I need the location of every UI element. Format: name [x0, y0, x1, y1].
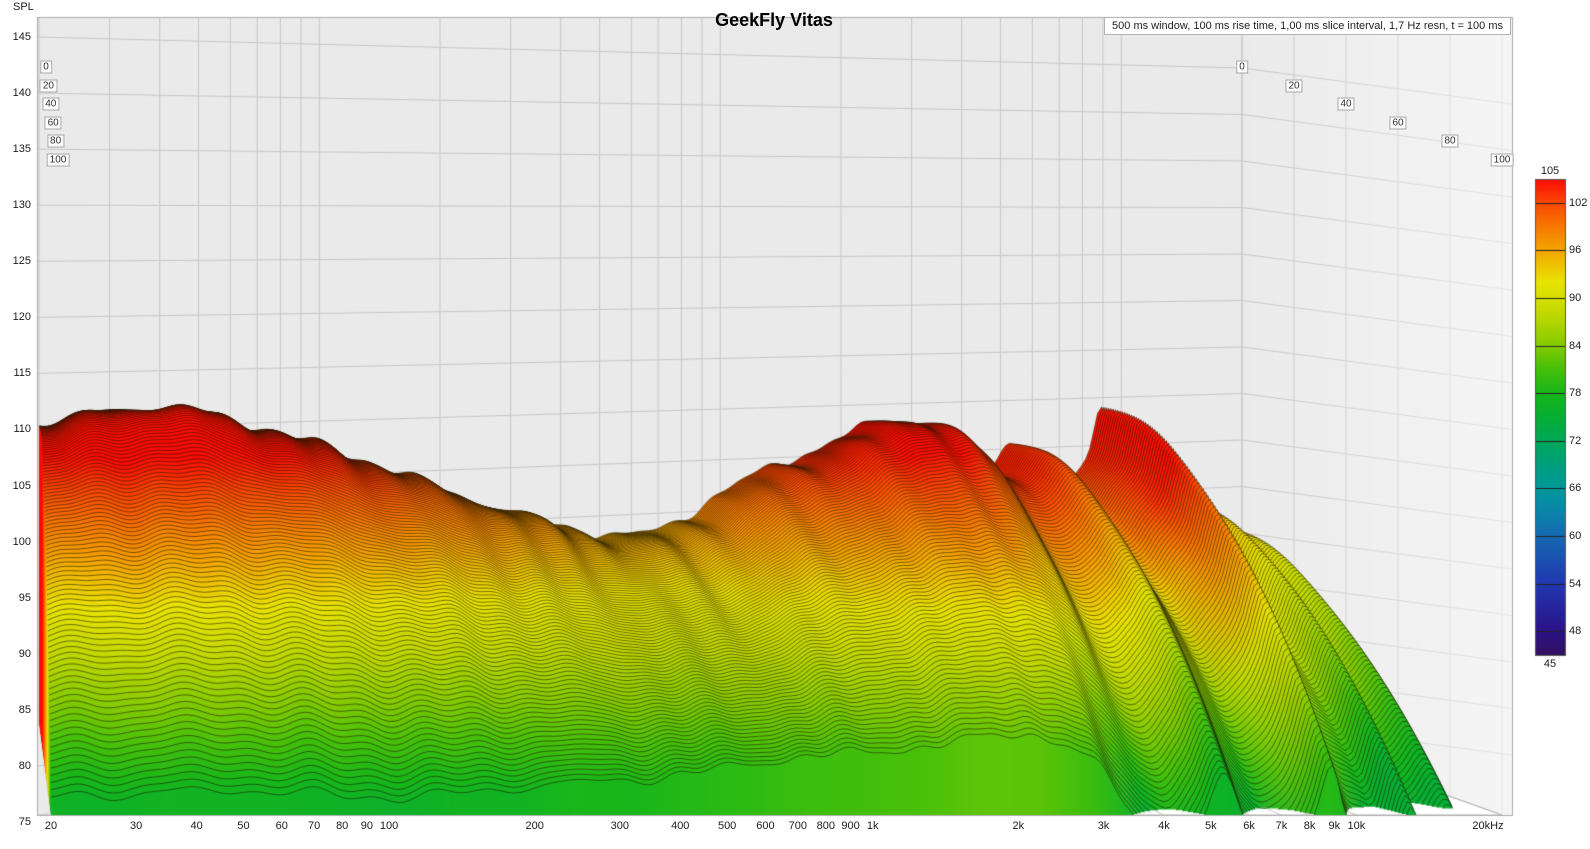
spl-tick-label: 110	[13, 423, 31, 436]
colorbar-tick-label: 66	[1569, 482, 1582, 495]
spl-tick-label: 140	[12, 87, 31, 100]
freq-tick-label: 600	[756, 820, 775, 832]
freq-tick-label: 100	[379, 820, 399, 832]
colorbar-tick-label: 48	[1569, 625, 1582, 638]
freq-tick-label: 700	[788, 820, 807, 832]
freq-tick-label: 30	[130, 820, 143, 832]
spl-tick-label: 115	[13, 367, 31, 380]
page-title: GeekFly Vitas	[715, 10, 833, 30]
time-tick-label-left: 0	[40, 60, 52, 74]
time-tick-label-right: 100	[1490, 153, 1514, 167]
freq-tick-label: 300	[610, 820, 630, 832]
time-tick-label-left: 60	[44, 116, 62, 130]
colorbar-tick-label: 102	[1569, 196, 1588, 209]
freq-tick-label: 500	[717, 820, 737, 832]
freq-tick-label: 80	[336, 820, 349, 832]
spl-tick-label: 135	[12, 143, 31, 156]
time-tick-label-right: 60	[1389, 116, 1407, 130]
freq-tick-label: 3k	[1097, 820, 1110, 832]
time-tick-label-right: 40	[1337, 97, 1355, 111]
spl-tick-label: 105	[12, 479, 31, 492]
spl-tick-label: 120	[12, 311, 31, 324]
spl-tick-label: 90	[18, 647, 31, 660]
freq-tick-label: 9k	[1328, 820, 1341, 832]
freq-tick-label: 90	[360, 820, 374, 832]
freq-tick-label: 8k	[1303, 820, 1316, 832]
freq-tick-label: 4k	[1158, 820, 1170, 832]
colorbar-tick-label: 90	[1569, 292, 1582, 304]
freq-tick-label: 2k	[1012, 820, 1025, 832]
spl-tick-label: 125	[12, 255, 31, 268]
spl-tick-label: 85	[18, 703, 31, 716]
time-tick-label-right: 80	[1441, 134, 1459, 148]
freq-tick-label: 7k	[1275, 820, 1288, 832]
spl-tick-label: 130	[12, 199, 31, 212]
freq-tick-label: 70	[308, 820, 321, 832]
freq-tick-label: 20	[44, 820, 58, 832]
freq-tick-label: 200	[525, 820, 544, 832]
freq-tick-label: 800	[816, 820, 836, 832]
time-tick-label-left: 40	[42, 97, 60, 111]
colorbar-tick-label: 96	[1569, 244, 1582, 257]
colorbar-tick-label: 54	[1569, 577, 1582, 590]
time-tick-label-left: 20	[39, 79, 57, 93]
freq-tick-label: 400	[671, 820, 690, 832]
freq-tick-label: 900	[841, 820, 860, 832]
spl-tick-label: 145	[12, 31, 31, 43]
spl-axis-title: SPL	[13, 1, 34, 13]
spl-tick-label: 95	[18, 591, 31, 604]
spl-tick-label: 80	[18, 759, 31, 772]
freq-tick-label: 60	[275, 820, 288, 832]
time-tick-label-right: 20	[1285, 79, 1303, 93]
freq-tick-label: 10k	[1347, 820, 1366, 832]
colorbar-tick-label: 60	[1569, 530, 1582, 542]
freq-tick-label: 1k	[866, 820, 879, 832]
spl-tick-label: 100	[12, 535, 31, 548]
colorbar-tick-label: 72	[1569, 434, 1582, 447]
colorbar-tick-label: 78	[1569, 387, 1582, 400]
time-tick-label-left: 80	[47, 134, 65, 148]
freq-tick-label: 40	[190, 820, 203, 832]
time-tick-label-right: 0	[1236, 60, 1248, 74]
freq-tick-label: 50	[237, 820, 250, 832]
colorbar-min-label: 45	[1543, 658, 1557, 670]
freq-tick-label: 6k	[1243, 820, 1255, 832]
measurement-settings-box: 500 ms window, 100 ms rise time, 1,00 ms…	[1104, 17, 1511, 35]
freq-tick-label: 20kHz	[1472, 820, 1504, 832]
time-tick-label-left: 100	[46, 153, 70, 167]
spl-tick-label: 75	[18, 815, 31, 828]
freq-tick-label: 5k	[1204, 820, 1217, 832]
colorbar-max-label: 105	[1540, 165, 1560, 177]
colorbar-tick-label: 84	[1569, 339, 1582, 352]
